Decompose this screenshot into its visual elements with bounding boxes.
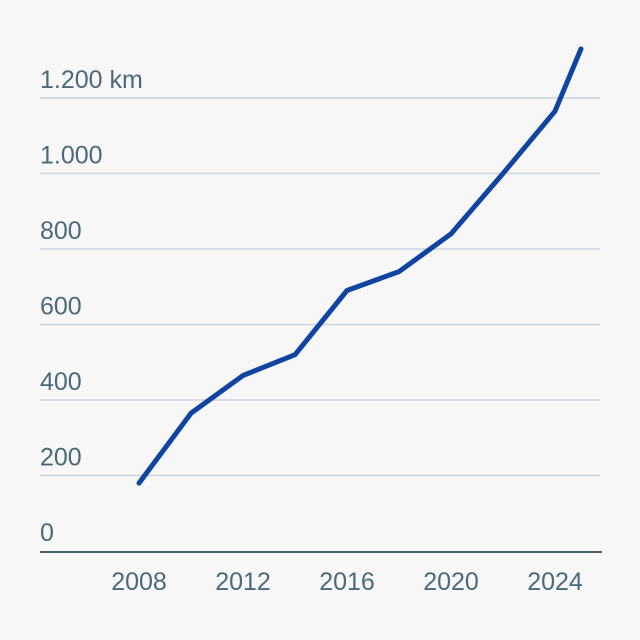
x-tick-label: 2024 xyxy=(527,568,583,596)
y-tick-label: 400 xyxy=(40,368,82,396)
y-tick-label: 200 xyxy=(40,444,82,472)
y-tick-label: 0 xyxy=(40,519,54,547)
y-tick-label: 600 xyxy=(40,293,82,321)
x-tick-label: 2016 xyxy=(319,568,375,596)
data-line-series xyxy=(136,46,584,486)
y-tick-label: 1.200 km xyxy=(40,66,143,94)
x-tick-label: 2012 xyxy=(215,568,271,596)
x-tick-label: 2020 xyxy=(423,568,479,596)
y-tick-label: 800 xyxy=(40,217,82,245)
y-tick-label: 1.000 xyxy=(40,142,103,170)
x-tick-label: 2008 xyxy=(111,568,167,596)
